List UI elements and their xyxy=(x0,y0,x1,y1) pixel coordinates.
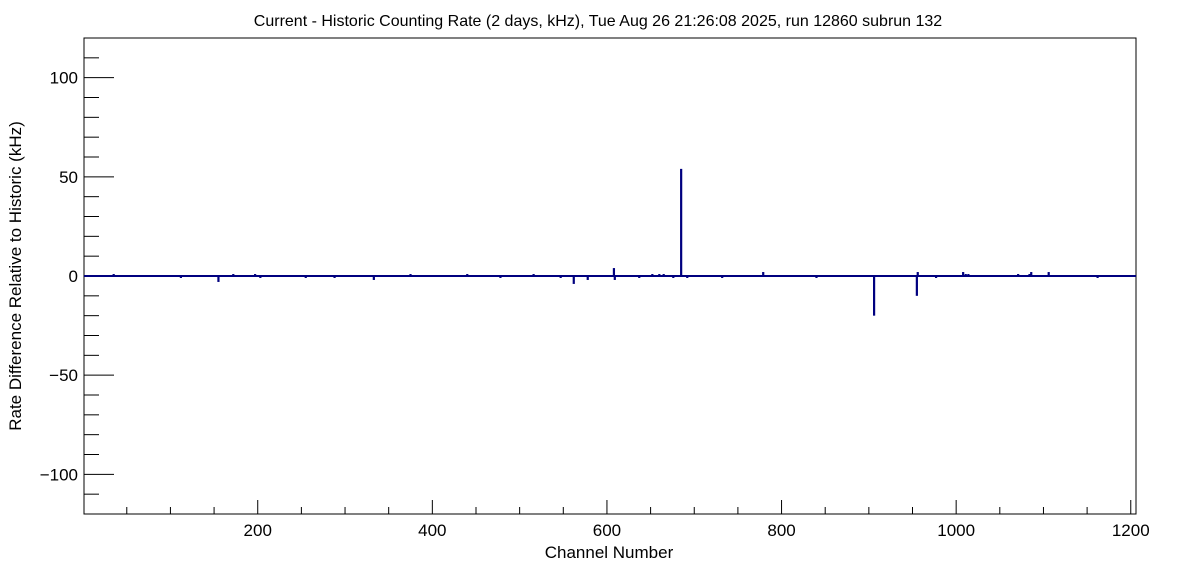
x-axis: 200 400 600 800 1000 1200 xyxy=(126,500,1150,540)
chart-title: Current - Historic Counting Rate (2 days… xyxy=(254,13,943,30)
data-series xyxy=(84,168,1136,316)
x-tick-label: 400 xyxy=(418,521,446,540)
y-tick-label: −50 xyxy=(49,366,78,385)
x-tick-label: 600 xyxy=(593,521,621,540)
y-tick-label: 50 xyxy=(59,168,78,187)
y-tick-label: 0 xyxy=(69,267,78,286)
y-tick-label: 100 xyxy=(50,69,78,88)
y-tick-label: −100 xyxy=(40,465,78,484)
x-tick-label: 1200 xyxy=(1112,521,1150,540)
x-tick-label: 1000 xyxy=(937,521,975,540)
x-tick-label: 200 xyxy=(244,521,272,540)
x-tick-label: 800 xyxy=(767,521,795,540)
y-axis-label: Rate Difference Relative to Historic (kH… xyxy=(6,121,25,431)
x-axis-label: Channel Number xyxy=(545,543,674,562)
